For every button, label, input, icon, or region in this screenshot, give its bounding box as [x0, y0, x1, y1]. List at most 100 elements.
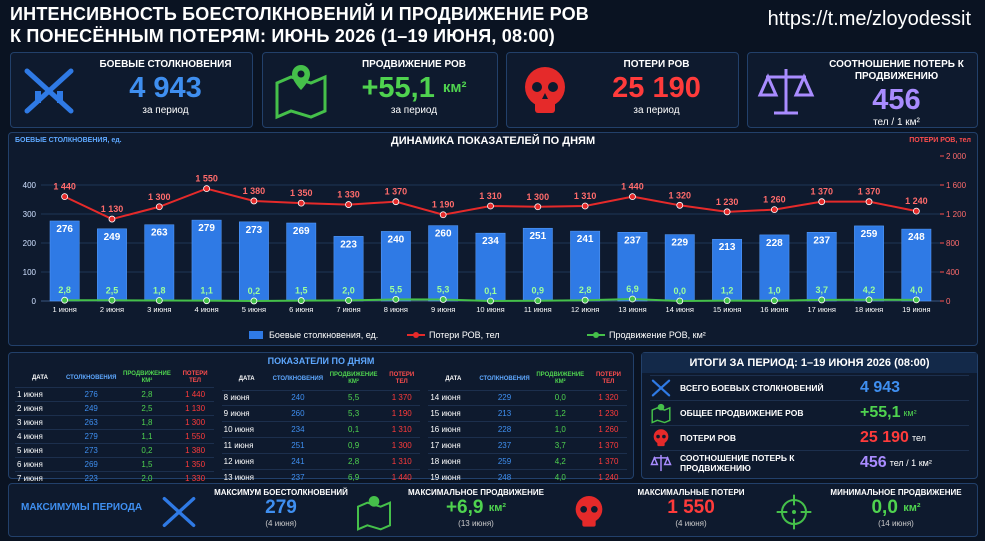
table-row: 3 июня 263 1,8 1 300	[15, 415, 214, 430]
x-tick-label: 17 июня	[807, 305, 835, 314]
bar	[664, 234, 695, 302]
table-cell: 1 230	[589, 405, 628, 422]
scales-icon	[650, 454, 672, 472]
table-row: 16 июня 228 1,0 1 260	[428, 421, 628, 438]
bar-value-label: 241	[577, 234, 594, 245]
summary-title: ИТОГИ ЗА ПЕРИОД: 1–19 ИЮНЯ 2026 (08:00)	[642, 353, 977, 373]
line-point	[581, 202, 589, 210]
y-tick-label: 300	[23, 210, 37, 219]
line-point	[345, 201, 352, 208]
point-value-label: 5,5	[390, 284, 403, 294]
bar	[759, 234, 790, 302]
bar	[854, 225, 884, 302]
summary-value: +55,1	[860, 404, 901, 421]
y-tick-label: 100	[23, 268, 37, 277]
table-cell: 5 июня	[15, 443, 65, 458]
bar	[806, 232, 837, 302]
x-tick-label: 9 июня	[431, 305, 455, 314]
daily-table-block: ДАТА СТОЛКНОВЕНИЯ ПРОДВИЖЕНИЕ КМ² ПОТЕРИ ТЕ…	[428, 369, 628, 485]
table-cell: 276	[65, 387, 118, 402]
point-value-label: 2,5	[106, 285, 119, 295]
kpi-value: 456	[872, 84, 921, 116]
table-cell: 6,9	[324, 469, 384, 485]
table-cell: 249	[65, 401, 118, 416]
line-point	[439, 296, 447, 303]
point-value-label: 1 370	[810, 187, 833, 197]
bar-value-label: 279	[198, 223, 215, 234]
table-cell: 0,2	[117, 443, 177, 458]
table-cell: 241	[271, 453, 325, 470]
point-value-label: 1 380	[243, 186, 266, 196]
table-cell: 5,5	[324, 389, 384, 406]
y-tick-label: 200	[23, 239, 37, 248]
chart-panel: ДИНАМИКА ПОКАЗАТЕЛЕЙ ПО ДНЯМ БОЕВЫЕ СТОЛ…	[8, 132, 978, 346]
y2-tick-label: 0	[946, 297, 951, 306]
point-value-label: 2,0	[342, 285, 355, 295]
column-header: ПОТЕРИ ТЕЛ	[595, 372, 621, 386]
table-cell: 1 320	[589, 389, 628, 406]
point-value-label: 1 330	[337, 190, 360, 200]
table-cell: 273	[65, 443, 118, 458]
summary-row: ОБЩЕЕ ПРОДВИЖЕНИЕ РОВ +55,1 км²	[650, 400, 969, 425]
kpi-card: БОЕВЫЕ СТОЛКНОВЕНИЯ 4 943 за период	[10, 52, 253, 128]
bar	[144, 224, 175, 302]
column-header: ПРОДВИЖЕНИЕ КМ²	[123, 371, 171, 384]
x-tick-label: 15 июня	[713, 305, 741, 314]
point-value-label: 0,2	[248, 286, 261, 296]
y-tick-label: 400	[23, 181, 37, 190]
point-value-label: 1 190	[432, 200, 455, 210]
x-tick-label: 2 июня	[100, 305, 124, 314]
skull-icon	[525, 67, 565, 113]
table-cell: 1,1	[117, 429, 177, 444]
line-point	[487, 202, 494, 210]
table-cell: 234	[271, 421, 325, 438]
line-point	[250, 297, 258, 305]
summary-unit: тел	[911, 433, 926, 443]
maxima-label: МАКСИМУМ БОЕСТОЛКНОВЕНИЙ	[214, 488, 348, 497]
summary-value: 4 943	[860, 379, 901, 396]
table-cell: 9 июня	[221, 405, 272, 422]
table-cell: 13 июня	[221, 469, 272, 485]
kpi-label: ПОТЕРИ РОВ	[623, 59, 690, 70]
bar	[286, 222, 317, 302]
point-value-label: 0,1	[484, 286, 497, 296]
table-cell: 11 июня	[221, 437, 272, 454]
point-value-label: 1 310	[574, 191, 597, 201]
bar-value-label: 260	[435, 229, 452, 240]
bar	[570, 230, 601, 302]
kpi-number: +55,1	[361, 72, 435, 104]
kpi-label: ПРОДВИЖЕНИЕ РОВ	[361, 59, 466, 70]
maxima-number: +6,9	[445, 497, 484, 518]
bar-value-label: 213	[719, 242, 736, 253]
table-cell: 279	[65, 429, 118, 444]
point-value-label: 1 300	[527, 192, 550, 202]
maxima-panel: МАКСИМУМЫ ПЕРИОДА МАКСИМУМ БОЕСТОЛКНОВЕН…	[8, 483, 978, 537]
table-cell: 1 июня	[15, 387, 65, 402]
legend-marker	[249, 331, 263, 339]
bar-value-label: 240	[388, 234, 405, 245]
table-cell: 1 130	[176, 401, 214, 416]
table-row: 5 июня 273 0,2 1 380	[15, 443, 214, 458]
bar	[475, 232, 506, 302]
bar	[239, 221, 269, 302]
table-cell: 1 300	[176, 415, 214, 430]
table-cell: 8 июня	[221, 389, 272, 406]
table-cell: 223	[65, 471, 118, 485]
maxima-value: 0,0 км²	[818, 497, 974, 519]
line-point	[912, 207, 920, 215]
point-value-label: 1 300	[148, 192, 171, 202]
maxima-item: МАКСИМУМ БОЕСТОЛКНОВЕНИЙ 279 (4 июня)	[159, 488, 359, 534]
skull-icon	[575, 496, 603, 527]
bar	[901, 228, 932, 302]
source-url[interactable]: https://t.me/zloyodessit	[767, 8, 971, 30]
bar-value-label: 237	[624, 235, 641, 246]
crosshair-icon	[776, 494, 812, 530]
bar	[333, 236, 364, 302]
x-tick-label: 6 июня	[289, 305, 313, 314]
summary-label: ВСЕГО БОЕВЫХ СТОЛКНОВЕНИЙ	[680, 383, 824, 393]
table-cell: 260	[271, 405, 325, 422]
table-row: 2 июня 249 2,5 1 130	[15, 401, 214, 416]
column-header: ПРОДВИЖЕНИЕ КМ²	[329, 372, 378, 386]
